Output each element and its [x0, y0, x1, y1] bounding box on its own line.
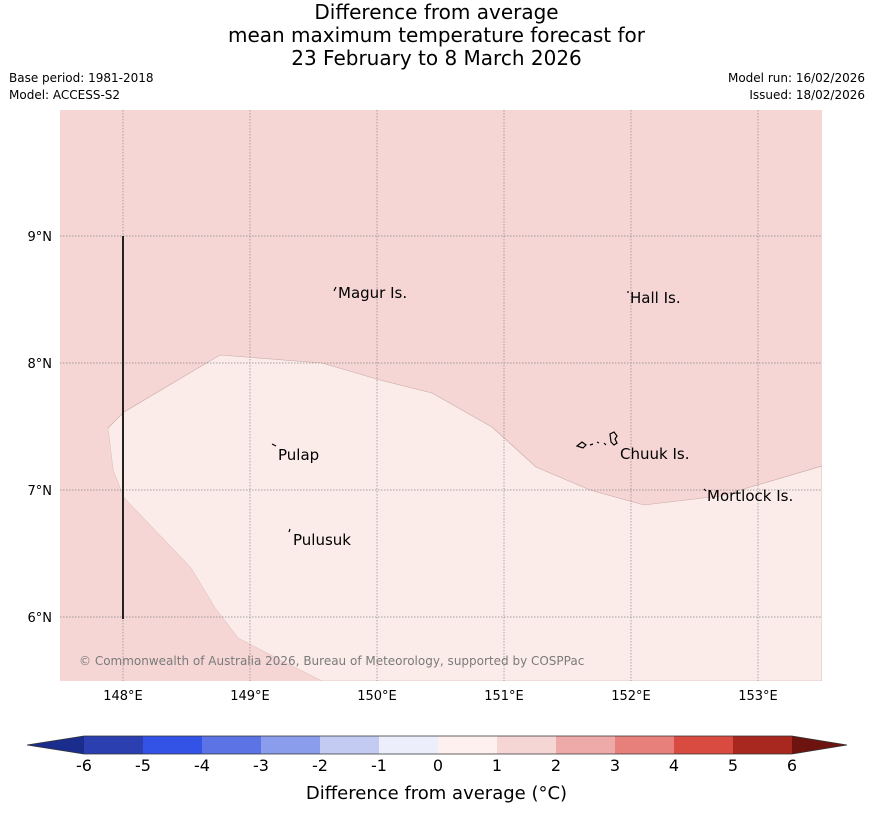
place-mortlock: Mortlock Is.: [707, 487, 793, 505]
mortlock-island-shape: [703, 488, 707, 492]
title-line-1: Difference from average: [314, 0, 559, 24]
place-hall: Hall Is.: [630, 289, 681, 307]
lon-tick: 153°E: [738, 689, 778, 704]
copyright-notice: © Commonwealth of Australia 2026, Bureau…: [79, 654, 584, 668]
islands: [271, 286, 707, 533]
colorbar-cell: [438, 736, 497, 754]
anomaly-1-2-lowerleft: [60, 428, 322, 681]
issued-date: Issued: 18/02/2026: [749, 88, 865, 102]
colorbar-cell: [202, 736, 261, 754]
colorbar-tick: 3: [609, 756, 621, 775]
meta-right: Model run: 16/02/2026 Issued: 18/02/2026: [728, 70, 865, 104]
colorbar-tick: -6: [76, 756, 92, 775]
colorbar-tick: 6: [786, 756, 798, 775]
colorbar-cell: [674, 736, 733, 754]
pulap-island-shape: [271, 443, 277, 447]
base-period: Base period: 1981-2018: [9, 71, 154, 85]
lon-tick: 152°E: [611, 689, 651, 704]
forecast-map[interactable]: Magur Is. Hall Is. Pulap Chuuk Is. Mortl…: [0, 0, 873, 720]
place-magur: Magur Is.: [338, 284, 407, 302]
lon-tick: 149°E: [230, 689, 270, 704]
colorbar-cell: [497, 736, 556, 754]
colorbar-cell: [615, 736, 674, 754]
colorbar-outline: [26, 735, 848, 755]
colorbar-cell: [733, 736, 792, 754]
place-pulusuk: Pulusuk: [293, 531, 351, 549]
colorbar-tick: 4: [668, 756, 680, 775]
graticule: [60, 110, 822, 681]
colorbar-cell: [320, 736, 379, 754]
lon-tick: 151°E: [484, 689, 524, 704]
colorbar-tick: -5: [135, 756, 151, 775]
colorbar-cell: [379, 736, 438, 754]
colorbar-cell: [143, 736, 202, 754]
title-line-2: mean maximum temperature forecast for: [227, 23, 645, 47]
meta-left: Base period: 1981-2018 Model: ACCESS-S2: [9, 70, 154, 104]
colorbar-extend-high: [792, 736, 847, 754]
lon-tick: 150°E: [357, 689, 397, 704]
colorbar: [26, 735, 848, 755]
colorbar-tick: -4: [194, 756, 210, 775]
lon-tick: 148°E: [103, 689, 143, 704]
place-pulap: Pulap: [278, 446, 319, 464]
colorbar-tick: -3: [253, 756, 269, 775]
lat-tick: 7°N: [28, 484, 53, 499]
colorbar-tick: 1: [491, 756, 503, 775]
colorbar-tick: 2: [550, 756, 562, 775]
colorbar-label: Difference from average (°C): [305, 783, 568, 804]
pulusuk-island-shape: [288, 528, 291, 533]
model-name: Model: ACCESS-S2: [9, 88, 121, 102]
lat-tick: 9°N: [28, 230, 53, 245]
colorbar-tick: 0: [432, 756, 444, 775]
lat-tick: 8°N: [28, 357, 53, 372]
colorbar-tick: 5: [727, 756, 739, 775]
colorbar-cell: [556, 736, 615, 754]
model-run: Model run: 16/02/2026: [727, 71, 865, 85]
lat-tick: 6°N: [28, 611, 53, 626]
colorbar-tick: -1: [371, 756, 387, 775]
colorbar-cell: [261, 736, 320, 754]
colorbar-extend-low: [27, 736, 84, 754]
magur-island-shape: [333, 286, 337, 292]
colorbar-cell: [84, 736, 143, 754]
place-chuuk: Chuuk Is.: [620, 445, 689, 463]
colorbar-tick: -2: [312, 756, 328, 775]
title-line-3: 23 February to 8 March 2026: [291, 46, 582, 70]
chuuk-island-shape: [575, 431, 618, 449]
